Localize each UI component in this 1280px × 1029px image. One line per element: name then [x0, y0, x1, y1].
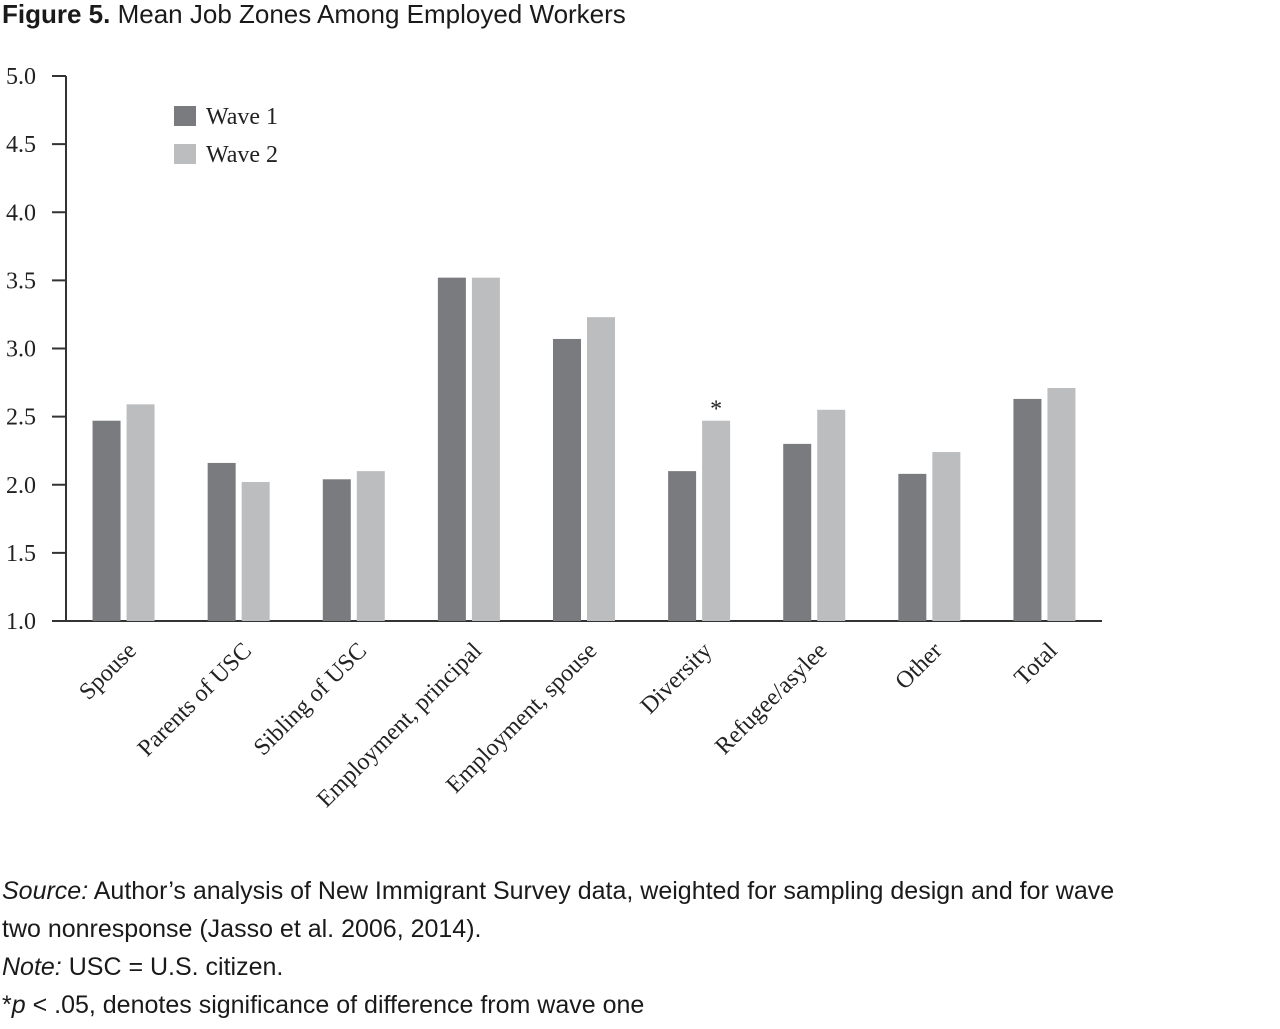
y-tick-label: 3.5 [6, 268, 36, 294]
bar-wave-2 [932, 452, 961, 621]
x-tick-label: Spouse [74, 638, 141, 705]
chart-annotations: * [710, 397, 722, 423]
y-tick-label: 5.0 [6, 64, 36, 90]
bar-wave-2 [241, 482, 270, 621]
legend-label: Wave 2 [206, 142, 278, 168]
bar-wave-1 [92, 420, 121, 621]
bar-wave-2 [356, 471, 385, 621]
source-text: Author’s analysis of New Immigrant Surve… [88, 877, 1115, 905]
significance-line: *p < .05, denotes significance of differ… [2, 986, 1278, 1024]
bar-wave-1 [437, 277, 466, 621]
bar-wave-1 [783, 443, 812, 621]
y-tick-label: 2.0 [6, 473, 36, 499]
chart-bars [92, 277, 1076, 621]
significance-star: * [710, 397, 722, 423]
y-tick-label: 3.0 [6, 337, 36, 363]
y-tick-label: 1.5 [6, 541, 36, 567]
y-tick-label: 2.5 [6, 405, 36, 431]
legend-label: Wave 1 [206, 104, 278, 130]
x-tick-label: Diversity [636, 638, 718, 720]
bar-wave-1 [668, 471, 697, 621]
figure-title: Figure 5. Mean Job Zones Among Employed … [2, 0, 626, 30]
bar-wave-2 [817, 409, 846, 621]
source-line-2: two nonresponse (Jasso et al. 2006, 2014… [2, 910, 1278, 948]
note-line: Note: USC = U.S. citizen. [2, 948, 1278, 986]
x-tick-label: Refugee/asylee [710, 638, 832, 760]
chart-axes: 1.0 1.5 2.0 2.5 3.0 3.5 4.0 4.5 5.0 [6, 64, 1102, 635]
bar-wave-1 [207, 462, 236, 621]
x-tick-label: Other [891, 638, 948, 695]
y-tick-label: 4.5 [6, 132, 36, 158]
x-tick-label: Total [1010, 638, 1063, 691]
y-tick-label: 4.0 [6, 200, 36, 226]
y-tick-label: 1.0 [6, 609, 36, 635]
sig-p: p [11, 991, 26, 1019]
source-label: Source: [2, 877, 89, 905]
bar-wave-2 [1047, 388, 1076, 621]
bar-chart: 1.0 1.5 2.0 2.5 3.0 3.5 4.0 4.5 5.0 SpouseParent… [6, 64, 1102, 813]
x-tick-label: Sibling of USC [249, 638, 372, 761]
bar-wave-2 [702, 420, 731, 621]
legend-swatch [174, 106, 196, 126]
bar-wave-2 [471, 277, 500, 621]
chart-legend: Wave 1 Wave 2 [174, 104, 278, 168]
note-label: Note: [2, 953, 62, 981]
x-tick-label: Parents of USC [133, 638, 257, 762]
legend-swatch [174, 144, 196, 164]
bar-wave-2 [126, 404, 155, 621]
note-text: USC = U.S. citizen. [61, 953, 284, 981]
sig-star: * [2, 991, 12, 1019]
bar-wave-1 [1013, 398, 1042, 621]
bar-wave-1 [322, 479, 351, 621]
figure-label: Figure 5. [2, 0, 111, 29]
sig-text: < .05, denotes significance of differenc… [25, 991, 645, 1019]
figure-title-text: Mean Job Zones Among Employed Workers [117, 0, 626, 29]
bar-wave-1 [898, 473, 927, 621]
source-text-cont: two nonresponse (Jasso et al. 2006, 2014… [2, 915, 482, 943]
source-line-1: Source: Author’s analysis of New Immigra… [2, 872, 1278, 910]
bar-wave-1 [553, 338, 581, 621]
figure-notes: Source: Author’s analysis of New Immigra… [2, 872, 1278, 1024]
bar-wave-2 [587, 317, 615, 621]
